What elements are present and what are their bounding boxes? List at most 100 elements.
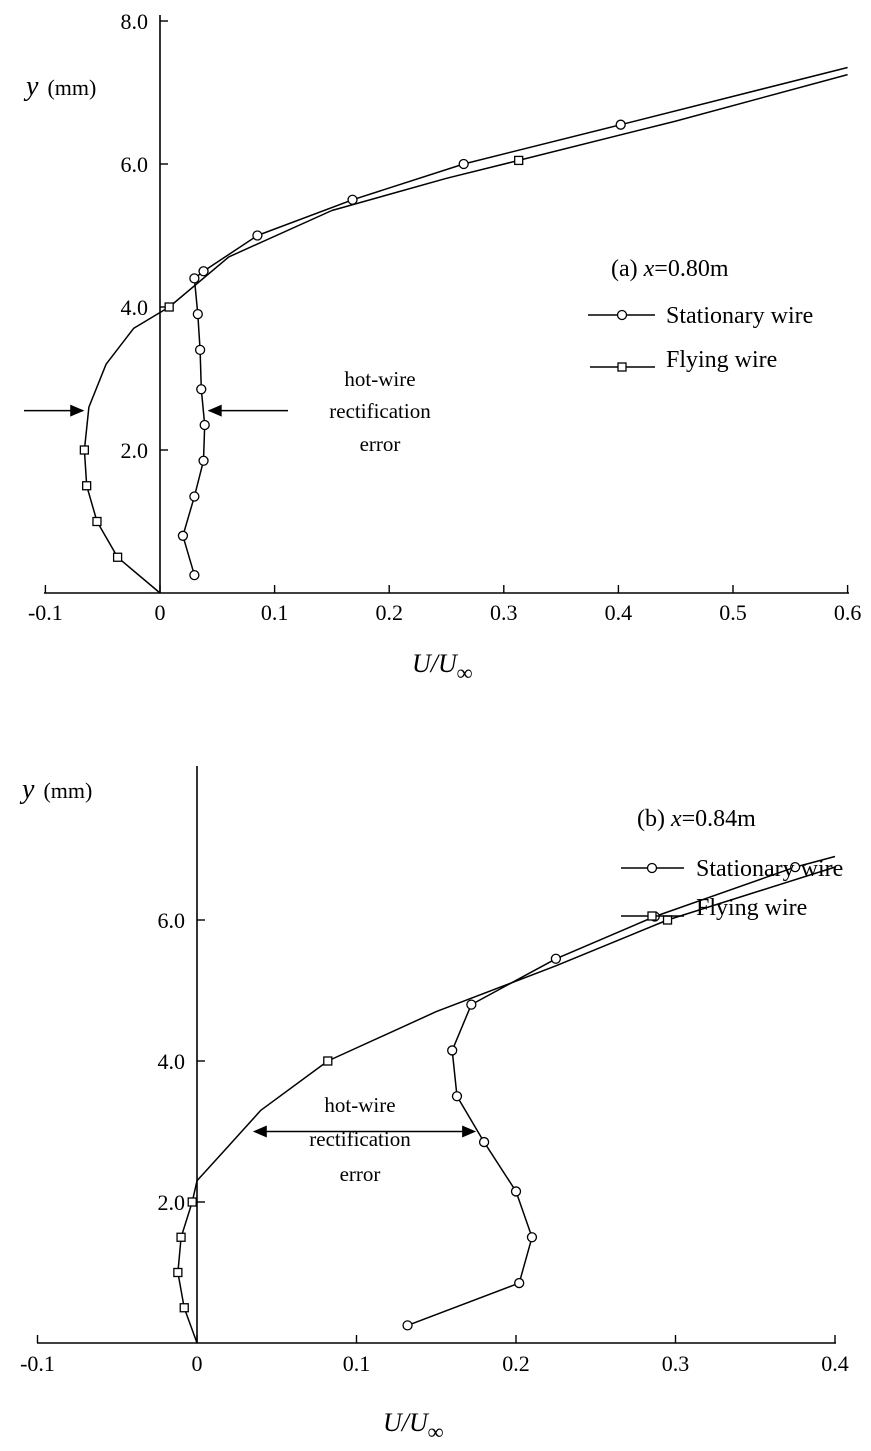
data-point-flying-b [173,1267,183,1278]
y-tick-label-a: 2.0 [121,438,149,463]
data-point-stationary-b [510,1186,522,1197]
series-lines-a [83,66,848,594]
data-point-stationary-a [347,194,358,205]
x-axis-label-main-a: U/U [412,649,459,678]
x-tick-label-b: 0 [192,1351,203,1376]
arrow-right-head-b [462,1125,477,1138]
x-tick-label-b: 0.1 [343,1351,371,1376]
data-point-stationary-a [189,569,200,581]
data-point-stationary-b [466,999,477,1010]
data-point-flying-b [323,1056,333,1066]
data-point-stationary-b [789,861,801,873]
legend-label-flying-a: Flying wire [666,347,777,373]
x-tick-label-a: 0 [155,600,166,625]
x-axis-label-sub-b: ∞ [428,1419,444,1444]
x-tick-label-b: 0.4 [821,1351,849,1376]
data-point-flying-a [82,481,92,491]
y-tick-label-a: 8.0 [121,9,149,34]
legend-b: Stationary wire Flying wire [621,856,843,921]
annotation-line-3-a: error [360,432,401,456]
data-point-stationary-a [196,384,207,395]
data-point-stationary-a [198,266,209,277]
data-point-flying-a [514,155,524,166]
y-axis-label-b: y (mm) [19,774,92,805]
data-point-flying-a [112,552,123,562]
rectification-error-arrows-b [252,1125,477,1138]
x-axis-label-b: U/U∞ [383,1408,444,1444]
x-axis-label-main-b: U/U [383,1408,430,1437]
data-point-stationary-a [192,308,203,320]
data-point-flying-b [662,915,673,925]
y-axis-label-unit-b: (mm) [43,778,92,803]
panel-title-prefix-a: (a) [611,256,638,282]
x-tick-label-a: -0.1 [28,600,63,625]
x-tick-label-a: 0.1 [261,600,289,625]
annotation-line-2-b: rectification [309,1127,411,1151]
series-markers-a [79,119,626,581]
y-axis-label-unit-a: (mm) [47,75,96,100]
data-point-stationary-b [550,953,562,964]
y-ticks-a: 2.0 4.0 6.0 8.0 [121,9,168,463]
data-point-flying-b [179,1303,189,1313]
annotation-b: hot-wire rectification error [252,1093,477,1186]
annotation-line-1-b: hot-wire [324,1093,395,1117]
arrow-left-head-b [252,1125,267,1138]
rectification-error-arrows-a [24,404,288,417]
data-point-stationary-b [451,1091,463,1102]
series-line-flying-b [177,866,836,1344]
x-axis-label-a: U/U∞ [412,649,473,685]
legend-marker-flying-a [617,362,627,372]
series-line-stationary-b [407,855,836,1327]
data-point-stationary-b [478,1136,490,1148]
y-tick-label-a: 4.0 [121,295,149,320]
data-point-flying-b [187,1197,197,1207]
data-point-stationary-b [402,1320,413,1331]
series-lines-b [177,855,836,1344]
legend-label-stationary-b: Stationary wire [696,856,843,882]
data-point-stationary-b [526,1232,538,1243]
data-point-stationary-a [189,491,200,502]
arrow-right-head-a [207,404,222,417]
panel-title-var-a: x [643,256,655,282]
y-axis-label-var-b: y [19,774,35,805]
x-tick-label-a: 0.6 [834,600,862,625]
legend-label-flying-b: Flying wire [696,895,807,921]
y-tick-label-b: 2.0 [158,1190,186,1215]
x-tick-label-b: 0.3 [662,1351,690,1376]
legend-a: Stationary wire Flying wire [588,303,813,373]
annotation-line-1-a: hot-wire [344,367,415,391]
data-point-stationary-a [189,273,200,284]
data-point-stationary-a [458,158,469,170]
arrow-left-head-a [70,404,85,417]
x-tick-label-a: 0.3 [490,600,518,625]
data-point-stationary-b [514,1277,525,1289]
x-ticks-a: -0.1 0 0.1 0.2 0.3 0.4 0.5 0.6 [28,585,861,625]
panel-title-prefix-b: (b) [637,806,665,832]
data-point-stationary-a [194,344,206,356]
x-tick-label-b: -0.1 [20,1351,55,1376]
data-point-stationary-a [199,419,210,431]
panel-title-rest-a: =0.80m [654,256,729,282]
legend-marker-flying-b [647,911,657,921]
y-ticks-b: 2.0 4.0 6.0 [158,908,205,1215]
data-point-flying-a [79,445,90,455]
data-point-stationary-a [198,455,209,466]
data-point-flying-a [164,302,174,312]
annotation-line-2-a: rectification [329,399,431,423]
panel-title-rest-b: =0.84m [682,806,757,832]
x-tick-label-a: 0.5 [719,600,747,625]
y-axis-label-var-a: y [23,71,39,102]
x-ticks-b: -0.1 0 0.1 0.2 0.3 0.4 [20,1335,849,1376]
chart-panel-a: -0.1 0 0.1 0.2 0.3 0.4 0.5 0.6 2.0 4.0 6.0 8.0 y (… [23,9,861,685]
x-tick-label-a: 0.2 [375,600,403,625]
y-tick-label-a: 6.0 [121,152,149,177]
legend-label-stationary-a: Stationary wire [666,303,813,329]
legend-marker-stationary-b [646,862,658,874]
series-markers-b [173,861,801,1331]
panel-title-b: (b) x=0.84m [637,806,756,832]
panel-title-a: (a) x=0.80m [611,256,729,282]
y-tick-label-b: 4.0 [158,1049,186,1074]
panel-title-var-b: x [670,806,682,832]
series-line-flying-a [83,73,848,594]
